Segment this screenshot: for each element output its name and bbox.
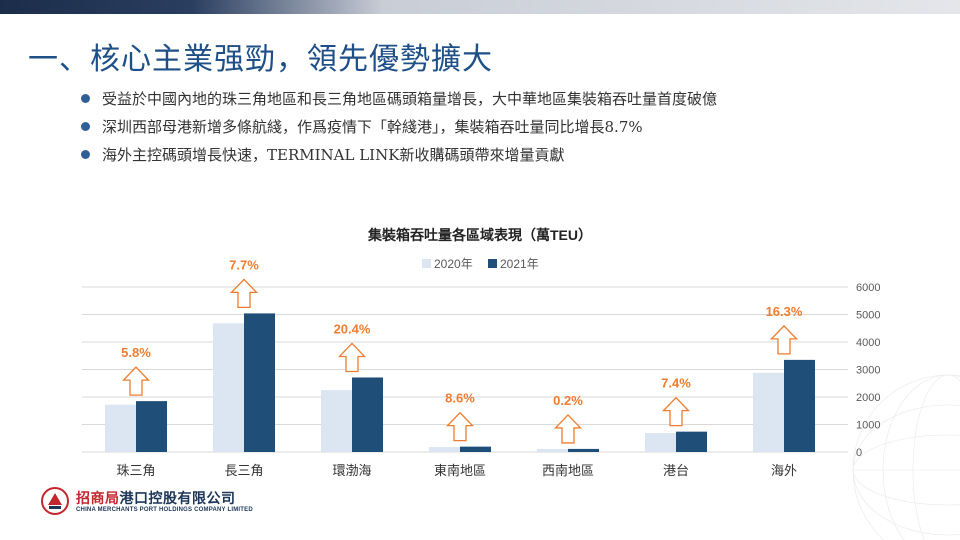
growth-label: 7.7% <box>229 257 259 272</box>
x-tick-label: 東南地區 <box>434 463 486 479</box>
bullet-text: 深圳西部母港新增多條航綫，作爲疫情下「幹綫港」，集裝箱吞吐量同比增長8.7% <box>102 118 643 136</box>
y-tick-label: 4000 <box>856 337 880 349</box>
growth-arrow-icon <box>445 411 475 442</box>
legend-swatch-2021 <box>488 259 497 268</box>
growth-arrow-icon <box>337 342 367 373</box>
bar-2021 <box>568 448 599 452</box>
slide-title: 一、核心主業强勁，領先優勢擴大 <box>28 42 493 77</box>
growth-label: 16.3% <box>766 304 803 319</box>
y-tick-label: 0 <box>856 447 862 459</box>
growth-arrow-icon <box>661 396 691 427</box>
y-tick-label: 2000 <box>856 392 880 404</box>
bar-2020 <box>213 323 244 452</box>
logo-mark-icon <box>41 487 69 515</box>
growth-arrow-icon <box>121 366 151 396</box>
header-band <box>0 0 960 14</box>
bar-2021 <box>244 313 275 452</box>
bullet-dot-icon <box>81 150 90 159</box>
growth-label: 5.8% <box>121 345 151 360</box>
logo-chinese-name: 招商局港口控股有限公司 <box>76 491 236 507</box>
x-tick-label: 海外 <box>771 464 797 479</box>
y-tick-label: 6000 <box>856 282 880 294</box>
x-tick-label: 珠三角 <box>116 464 155 479</box>
globe-decoration-icon <box>852 374 960 540</box>
bullet-list: 受益於中國內地的珠三角地區和長三角地區碼頭箱量增長，大中華地區集裝箱吞吐量首度破… <box>78 88 717 172</box>
company-logo: 招商局港口控股有限公司 CHINA MERCHANTS PORT HOLDING… <box>40 486 260 520</box>
x-tick-label: 長三角 <box>224 464 263 479</box>
growth-arrow-icon <box>553 413 583 444</box>
x-tick-label: 西南地區 <box>542 463 594 479</box>
bar-2020 <box>753 372 784 452</box>
y-tick-label: 1000 <box>856 420 880 432</box>
legend-label-2021: 2021年 <box>500 257 539 271</box>
bar-2020 <box>537 448 568 452</box>
bar-2021 <box>136 401 167 452</box>
y-tick-label: 5000 <box>856 310 880 322</box>
chart-title: 集裝箱吞吐量各區域表現（萬TEU） <box>367 227 592 243</box>
bullet-text: 受益於中國內地的珠三角地區和長三角地區碼頭箱量增長，大中華地區集裝箱吞吐量首度破… <box>102 90 718 108</box>
bar-2020 <box>645 433 676 452</box>
bar-2020 <box>105 404 136 452</box>
bar-2021 <box>460 446 491 452</box>
bullet-item: 海外主控碼頭增長快速，TERMINAL LINK新收購碼頭帶來增量貢獻 <box>78 144 717 172</box>
growth-arrow-icon <box>229 278 259 309</box>
growth-label: 7.4% <box>661 376 691 391</box>
growth-label: 8.6% <box>445 391 475 406</box>
legend-swatch-2020 <box>422 259 431 268</box>
bullet-dot-icon <box>81 94 90 103</box>
bar-2021 <box>352 377 383 452</box>
logo-english-name: CHINA MERCHANTS PORT HOLDINGS COMPANY LI… <box>76 507 253 513</box>
legend-label-2020: 2020年 <box>434 257 473 271</box>
growth-label: 20.4% <box>334 321 371 336</box>
bar-2021 <box>784 359 815 452</box>
x-tick-label: 環渤海 <box>332 463 371 479</box>
bar-2020 <box>429 447 460 452</box>
bar-2020 <box>321 390 352 452</box>
bullet-dot-icon <box>81 122 90 131</box>
growth-label: 0.2% <box>553 393 583 408</box>
bullet-item: 深圳西部母港新增多條航綫，作爲疫情下「幹綫港」，集裝箱吞吐量同比增長8.7% <box>78 116 717 144</box>
y-tick-label: 3000 <box>856 365 880 377</box>
bullet-text: 海外主控碼頭增長快速，TERMINAL LINK新收購碼頭帶來增量貢獻 <box>102 146 565 164</box>
growth-arrow-icon <box>769 324 799 355</box>
x-tick-label: 港台 <box>663 464 689 479</box>
bullet-item: 受益於中國內地的珠三角地區和長三角地區碼頭箱量增長，大中華地區集裝箱吞吐量首度破… <box>78 88 717 116</box>
bar-2021 <box>676 431 707 452</box>
